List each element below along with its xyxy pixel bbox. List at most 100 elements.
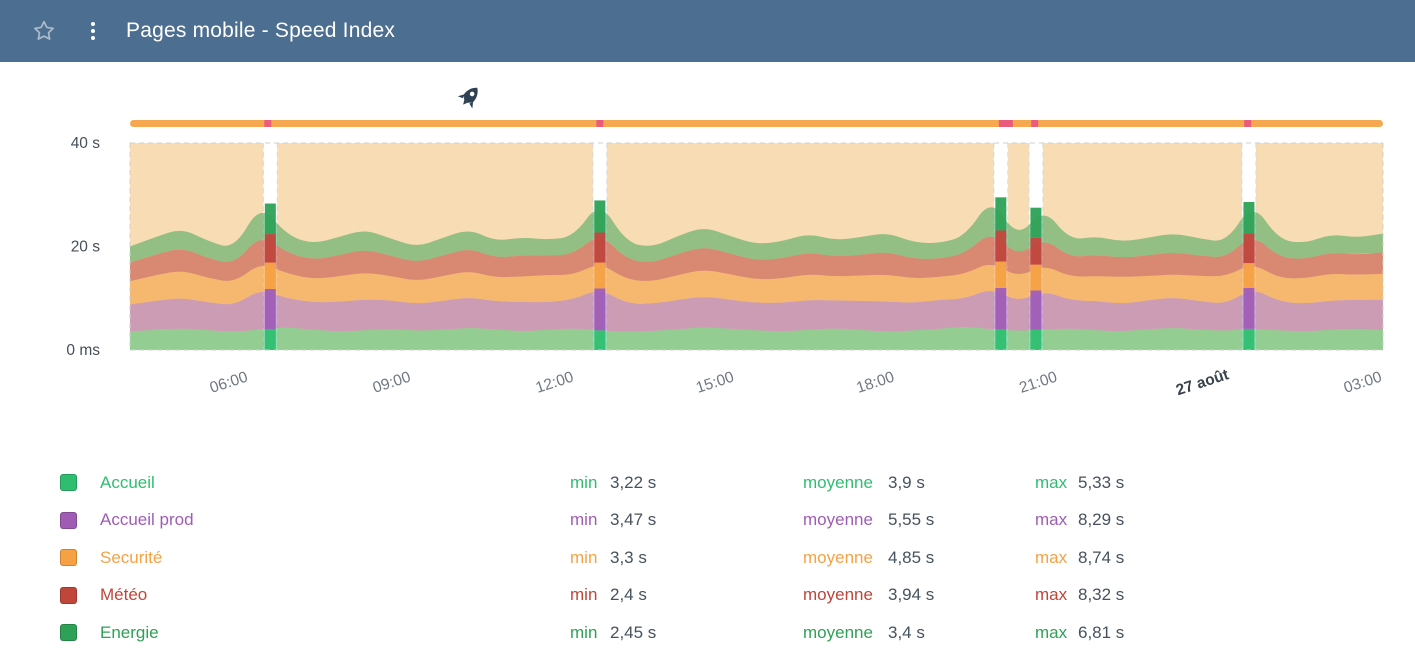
status-alert-segment[interactable] [1244,120,1252,127]
moyenne-value: 3,4 s [888,622,925,642]
event-marker-accueil[interactable] [1243,328,1255,350]
event-marker-accueil[interactable] [1030,329,1042,350]
kebab-dot [91,29,95,33]
status-alert-segment[interactable] [998,120,1013,127]
legend-series-name[interactable]: Accueil [100,472,155,492]
moyenne-value: 3,9 s [888,472,925,492]
max-label: max [1035,472,1068,492]
event-marker-meteo[interactable] [995,230,1007,262]
legend-series-name[interactable]: Securité [100,547,163,567]
event-marker-accueil[interactable] [995,329,1007,350]
availability-status-bar[interactable] [130,120,1383,127]
event-marker-energie[interactable] [264,203,276,235]
favorite-star-button[interactable] [30,17,58,45]
event-marker-accueil[interactable] [264,329,276,350]
legend-color-swatch[interactable] [60,511,77,529]
min-value: 3,3 s [610,547,647,567]
max-value: 8,32 s [1078,585,1125,605]
min-value: 2,4 s [610,585,647,605]
max-value: 8,74 s [1078,547,1125,567]
event-marker-accueil-prod[interactable] [1243,287,1255,329]
legend-color-swatch[interactable] [60,474,77,492]
event-marker-meteo[interactable] [594,232,606,263]
event-marker-meteo[interactable] [1030,237,1042,265]
area-series-energie[interactable] [130,207,1383,263]
moyenne-value: 3,94 s [888,585,935,605]
y-axis-label: 40 s [71,135,101,152]
event-marker-accueil-prod[interactable] [1030,290,1042,330]
status-alert-segment[interactable] [264,120,272,127]
event-marker-energie[interactable] [1243,201,1255,234]
legend-series-name[interactable]: Energie [100,622,159,642]
min-label: min [570,622,598,642]
moyenne-value: 4,85 s [888,547,935,567]
x-axis-label: 15:00 [694,369,737,397]
area-series-accueil-prod[interactable] [130,290,1383,332]
max-value: 6,81 s [1078,622,1125,642]
min-label: min [570,547,598,567]
x-axis-label: 21:00 [1017,369,1060,397]
event-marker-accueil[interactable] [594,330,606,350]
event-marker-accueil-prod[interactable] [264,288,276,330]
event-marker-securite[interactable] [1243,263,1255,288]
moyenne-value: 5,55 s [888,510,935,530]
max-label: max [1035,585,1068,605]
moyenne-label: moyenne [803,585,873,605]
event-marker-securite[interactable] [594,262,606,289]
legend-color-swatch[interactable] [60,586,77,604]
min-label: min [570,472,598,492]
event-marker-meteo[interactable] [1243,233,1255,264]
event-marker-accueil-prod[interactable] [594,288,606,331]
legend-row-meteo: Météo min 2,4 s moyenne 3,94 s max 8,32 s [60,577,1415,615]
x-axis-label: 06:00 [208,369,251,397]
max-label: max [1035,547,1068,567]
area-series-accueil[interactable] [130,327,1383,350]
status-alert-segment[interactable] [1031,120,1039,127]
deployment-rocket-icon[interactable] [456,82,485,111]
legend-color-swatch[interactable] [60,624,77,642]
event-marker-securite[interactable] [264,262,276,289]
max-label: max [1035,510,1068,530]
legend-series-name[interactable]: Accueil prod [100,510,194,530]
min-label: min [570,585,598,605]
legend-series-name[interactable]: Météo [100,585,148,605]
x-axis-label: 18:00 [854,369,897,397]
y-axis-label: 20 s [71,239,101,256]
max-value: 8,29 s [1078,510,1125,530]
area-series-meteo[interactable] [130,236,1383,282]
legend-row-securite: Securité min 3,3 s moyenne 4,85 s max 8,74 s [60,539,1415,577]
y-axis-label: 0 ms [66,342,100,359]
min-label: min [570,510,598,530]
min-value: 3,47 s [610,510,657,530]
min-value: 3,22 s [610,472,657,492]
status-alert-segment[interactable] [596,120,604,127]
legend-row-accueil: Accueil min 3,22 s moyenne 3,9 s max 5,33 s [60,464,1415,502]
x-axis-label: 12:00 [534,369,577,397]
event-marker-energie[interactable] [1030,207,1042,238]
legend-color-swatch[interactable] [60,549,77,567]
page-title: Pages mobile - Speed Index [126,19,396,42]
area-series-securite[interactable] [130,264,1383,305]
event-marker-securite[interactable] [995,261,1007,288]
max-label: max [1035,622,1068,642]
event-marker-meteo[interactable] [264,234,276,263]
event-marker-securite[interactable] [1030,264,1042,291]
event-marker-accueil-prod[interactable] [995,287,1007,330]
x-axis-label: 09:00 [371,369,414,397]
moyenne-label: moyenne [803,472,873,492]
kebab-dot [91,22,95,26]
legend-table: Accueil min 3,22 s moyenne 3,9 s max 5,33 s Acc… [0,464,1415,652]
event-marker-energie[interactable] [995,197,1007,231]
legend-row-accueil-prod: Accueil prod min 3,47 s moyenne 5,55 s max 8,2… [60,502,1415,540]
window-header: Pages mobile - Speed Index [0,0,1415,62]
moyenne-label: moyenne [803,547,873,567]
min-value: 2,45 s [610,622,657,642]
kebab-menu-button[interactable] [84,17,102,45]
speed-index-area-chart[interactable]: 0 ms 20 s 40 s 06:00 09:00 12:00 15:00 18:00 21:… [0,62,1415,462]
kebab-dot [91,36,95,40]
x-axis-label: 03:00 [1342,369,1385,397]
moyenne-label: moyenne [803,510,873,530]
x-axis-label: 27 août [1174,366,1231,399]
star-icon [34,20,54,40]
event-marker-energie[interactable] [594,200,606,233]
